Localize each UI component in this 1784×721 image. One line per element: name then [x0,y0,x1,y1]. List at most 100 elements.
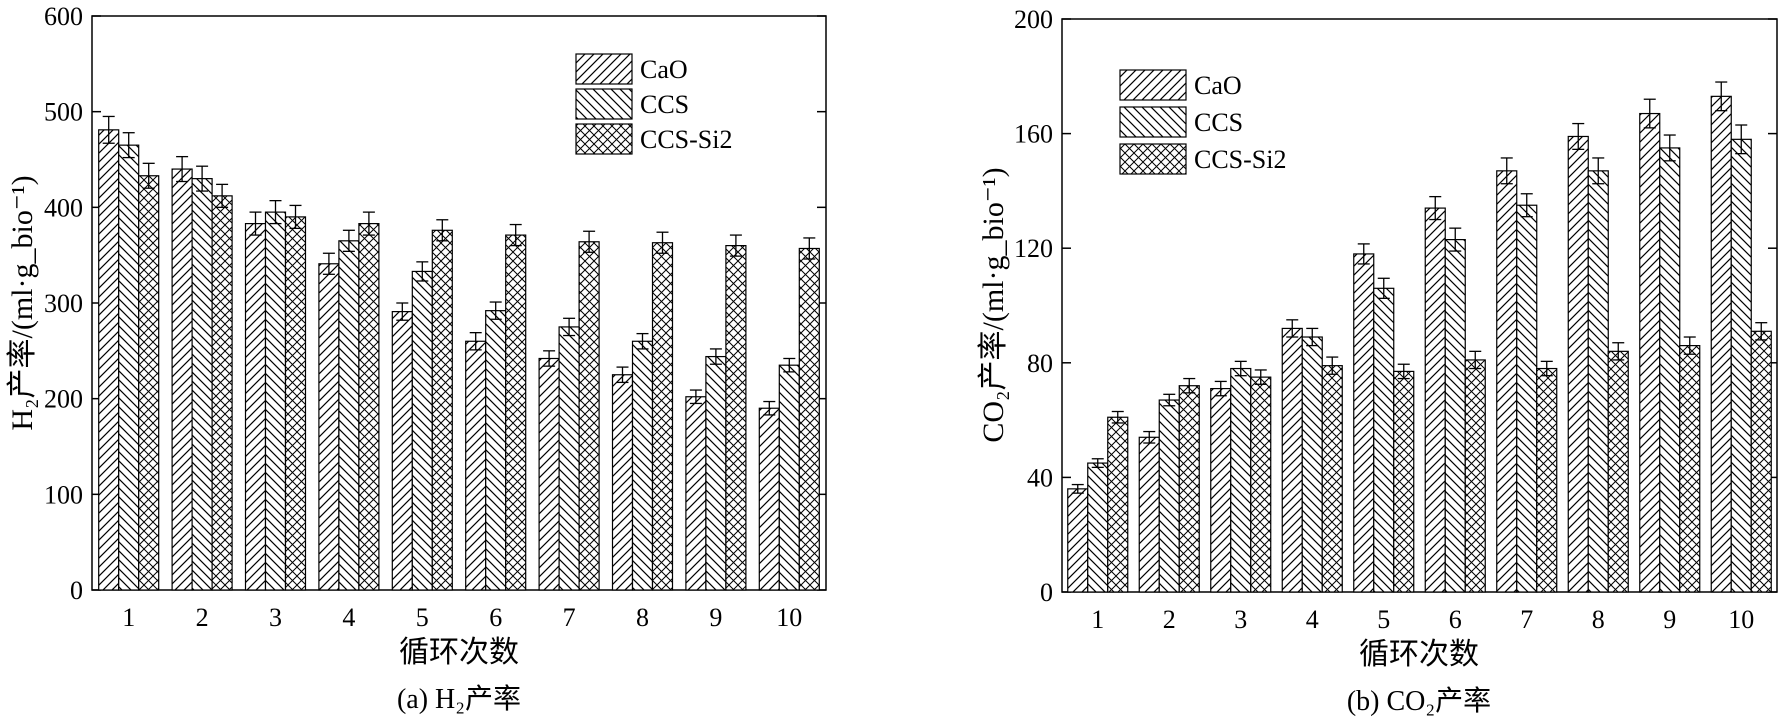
x-tick-label: 2 [1163,605,1176,634]
bar-ccs-si2-cycle-7 [578,241,600,591]
bar-cao-cycle-7 [1496,170,1518,593]
bar-ccs-si2-cycle-2 [211,195,233,591]
x-axis: 1 2 3 4 5 6 7 8 9 10 [1091,583,1754,634]
y-axis-label: H₂产率/(ml·g_bio⁻¹) [6,175,39,430]
bar-ccs-si2-cycle-9 [725,245,747,591]
x-tick-label: 6 [1449,605,1462,634]
bars [1067,95,1772,593]
bar-ccs-si2-cycle-5 [431,229,453,591]
y-tick-label: 0 [70,576,83,605]
bar-ccs-cycle-1 [1087,462,1109,593]
legend-label: CCS-Si2 [640,125,733,154]
x-tick-label: 5 [1377,605,1390,634]
bar-ccs-si2-cycle-8 [651,242,674,591]
error-bars [102,115,816,416]
x-axis-label: 循环次数 [399,636,519,669]
x-tick-label: 9 [709,603,722,632]
bar-cao-cycle-9 [1639,112,1661,593]
bar-ccs-si2-cycle-7 [1536,367,1558,593]
co2-yield-chart: 0 40 80 120 160 200 1 2 3 4 5 6 7 8 9 10 CaO CCS CCS-Si2… [977,5,1778,717]
bar-cao-cycle-7 [538,357,560,591]
bar-ccs-cycle-6 [485,310,507,591]
y-axis-label: CO₂产率/(ml·g_bio⁻¹) [977,167,1010,442]
y-tick-label: 0 [1040,578,1053,607]
y-tick-label: 40 [1027,463,1053,492]
x-axis: 1 2 3 4 5 6 7 8 9 10 [122,581,802,632]
x-tick-label: 4 [1306,605,1319,634]
bar-cao-cycle-2 [171,168,193,591]
x-tick-label: 8 [1592,605,1605,634]
bar-cao-cycle-5 [1353,253,1375,593]
bar-ccs-si2-cycle-9 [1679,345,1701,593]
bar-ccs-si2-cycle-3 [1250,376,1272,593]
y-tick-label: 200 [44,385,83,414]
bar-cao-cycle-10 [1710,95,1732,593]
bar-ccs-si2-cycle-3 [284,216,307,591]
bar-ccs-cycle-3 [1230,367,1252,593]
bar-ccs-si2-cycle-10 [798,247,820,591]
chart-caption: (b) CO₂产率 [1347,685,1491,717]
legend-label: CCS [1194,108,1243,137]
legend-swatch-ccs [1119,106,1187,138]
x-tick-label: 9 [1663,605,1676,634]
bar-ccs-si2-cycle-4 [1321,365,1343,593]
bar-ccs-cycle-4 [1301,336,1323,593]
x-tick-label: 1 [1091,605,1104,634]
bar-cao-cycle-1 [98,129,120,591]
bar-ccs-si2-cycle-1 [138,175,160,591]
legend-swatch-cao [575,53,633,85]
y-axis: 0 100 200 300 400 500 600 [44,2,826,605]
y-tick-label: 500 [44,98,83,127]
y-tick-label: 100 [44,480,83,509]
bar-cao-cycle-3 [1210,387,1232,593]
bar-cao-cycle-10 [758,407,780,591]
bar-cao-cycle-1 [1067,488,1089,593]
y-tick-label: 120 [1014,234,1053,263]
bar-ccs-si2-cycle-5 [1393,370,1415,593]
y-tick-label: 80 [1027,349,1053,378]
x-tick-label: 5 [416,603,429,632]
legend-label: CCS-Si2 [1194,145,1287,174]
bar-cao-cycle-5 [391,311,413,591]
x-tick-label: 3 [269,603,282,632]
y-tick-label: 200 [1014,5,1053,34]
bar-ccs-cycle-6 [1444,239,1466,593]
bar-ccs-cycle-2 [1158,399,1180,593]
bar-ccs-cycle-5 [411,270,433,591]
legend-swatch-cao [1119,69,1187,101]
y-axis: 0 40 80 120 160 200 [1014,5,1777,607]
bar-ccs-cycle-1 [118,144,140,591]
legend-swatch-ccs-si2 [1119,143,1187,175]
legend-swatch-ccs [575,88,633,120]
x-tick-label: 7 [563,603,576,632]
x-tick-label: 6 [489,603,502,632]
x-tick-label: 3 [1234,605,1247,634]
bar-cao-cycle-4 [318,263,340,591]
bar-ccs-si2-cycle-2 [1178,385,1200,593]
y-tick-label: 400 [44,193,83,222]
legend-label: CaO [640,55,688,84]
legend-label: CaO [1194,71,1242,100]
bar-ccs-cycle-8 [1587,170,1609,593]
bar-cao-cycle-9 [685,396,707,591]
bar-cao-cycle-3 [244,222,267,591]
chart-caption: (a) H₂产率 [397,683,521,715]
bar-ccs-si2-cycle-8 [1607,350,1629,593]
bar-cao-cycle-2 [1138,436,1160,593]
bar-cao-cycle-6 [1424,207,1446,593]
bar-ccs-cycle-10 [778,364,800,591]
bar-ccs-cycle-7 [558,326,580,591]
plot-frame [1061,18,1778,593]
x-tick-label: 10 [1728,605,1754,634]
y-tick-label: 300 [44,289,83,318]
bar-ccs-cycle-4 [338,240,360,591]
bar-ccs-cycle-3 [264,211,287,591]
bar-cao-cycle-8 [1567,135,1589,593]
y-tick-label: 160 [1014,120,1053,149]
legend-label: CCS [640,90,689,119]
bar-ccs-si2-cycle-6 [1464,359,1486,593]
x-tick-label: 8 [636,603,649,632]
bar-ccs-si2-cycle-4 [358,222,380,591]
bar-cao-cycle-4 [1281,327,1303,593]
